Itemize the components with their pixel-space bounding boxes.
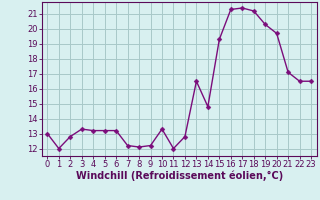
X-axis label: Windchill (Refroidissement éolien,°C): Windchill (Refroidissement éolien,°C) (76, 171, 283, 181)
